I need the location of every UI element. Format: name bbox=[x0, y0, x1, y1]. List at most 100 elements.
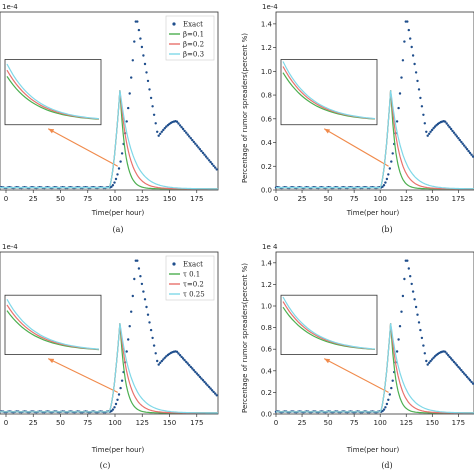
exact-point bbox=[422, 113, 425, 117]
legend-label: τ 0.25 bbox=[183, 291, 205, 299]
y-tick-label: 0.0 bbox=[261, 187, 272, 195]
exact-point bbox=[457, 365, 460, 369]
exact-point bbox=[145, 71, 148, 74]
exact-point bbox=[419, 96, 422, 100]
exact-point bbox=[401, 59, 405, 62]
fit-series-line bbox=[276, 90, 474, 190]
exact-point bbox=[468, 379, 472, 382]
exact-point bbox=[159, 132, 162, 135]
exact-point bbox=[460, 140, 463, 144]
exact-point bbox=[411, 290, 415, 293]
exact-point bbox=[413, 298, 416, 301]
exact-point bbox=[470, 380, 473, 384]
y-tick-label: 1.4 bbox=[261, 20, 273, 28]
exact-point bbox=[390, 386, 393, 390]
exact-point bbox=[465, 375, 469, 379]
legend-label: τ=0.2 bbox=[183, 281, 204, 289]
exact-point bbox=[455, 364, 459, 367]
exact-point bbox=[445, 352, 448, 355]
panel-b-ylabel: Percentage of rumor spreaders(percent %) bbox=[241, 33, 249, 183]
exact-point bbox=[449, 127, 453, 131]
exact-point bbox=[385, 402, 389, 406]
y-tick-label: 1.0 bbox=[261, 303, 272, 311]
exact-point bbox=[414, 71, 418, 74]
panel-d-caption: (d) bbox=[381, 461, 392, 470]
x-tick-label: 125 bbox=[136, 195, 149, 203]
exact-point bbox=[426, 363, 429, 366]
exact-point bbox=[215, 168, 218, 171]
exact-point bbox=[201, 379, 205, 382]
zoom-arrow-head bbox=[48, 128, 55, 134]
exact-point bbox=[151, 105, 154, 108]
x-tick-label: 75 bbox=[350, 419, 359, 427]
inset-series-line bbox=[6, 310, 100, 351]
exact-point bbox=[177, 122, 180, 125]
exact-point bbox=[448, 126, 451, 129]
panel-b-caption: (b) bbox=[381, 225, 392, 234]
exact-point bbox=[426, 134, 429, 137]
exact-point bbox=[203, 380, 206, 384]
exact-point bbox=[146, 79, 150, 83]
exact-point bbox=[212, 390, 215, 394]
exact-point bbox=[410, 282, 413, 286]
exact-point bbox=[149, 328, 153, 332]
x-tick-label: 150 bbox=[426, 195, 439, 203]
legend-label: τ 0.1 bbox=[183, 271, 200, 279]
exact-point bbox=[447, 354, 450, 357]
legend-label: β=0.2 bbox=[183, 41, 204, 49]
y-tick-label: 1.0 bbox=[261, 68, 272, 76]
exact-point bbox=[130, 76, 133, 79]
exact-point bbox=[444, 120, 447, 123]
exact-point bbox=[413, 62, 416, 66]
exact-point bbox=[423, 352, 426, 355]
axes-frame bbox=[275, 251, 474, 415]
x-tick-label: 25 bbox=[298, 195, 307, 203]
zoom-arrow bbox=[47, 358, 118, 393]
y-tick-label: 1.2 bbox=[261, 44, 272, 52]
exact-point bbox=[467, 149, 470, 153]
exact-point bbox=[180, 355, 183, 359]
exact-point bbox=[154, 352, 157, 355]
fit-series-line bbox=[0, 90, 218, 190]
exact-point bbox=[175, 350, 179, 353]
exact-point bbox=[194, 370, 197, 374]
y-tick-label: 0.2 bbox=[261, 389, 272, 397]
legend-label: β=0.3 bbox=[183, 51, 204, 59]
fit-series-line bbox=[0, 323, 218, 414]
axes-frame bbox=[0, 11, 219, 191]
exact-point bbox=[165, 125, 168, 128]
exact-point bbox=[189, 365, 192, 369]
exact-point bbox=[471, 155, 474, 158]
fit-series-line bbox=[276, 323, 474, 414]
zoom-arrow bbox=[323, 358, 389, 393]
exact-point bbox=[177, 352, 180, 355]
exact-point bbox=[464, 146, 467, 149]
exact-point bbox=[157, 134, 160, 137]
exact-point bbox=[470, 153, 473, 156]
exact-point bbox=[128, 325, 131, 328]
exact-point bbox=[120, 152, 124, 155]
exact-point bbox=[454, 362, 457, 365]
exact-point bbox=[451, 129, 454, 133]
zoom-arrow-head bbox=[48, 358, 55, 364]
exact-point bbox=[163, 127, 166, 130]
x-tick-label: 150 bbox=[426, 419, 439, 427]
y-tick-label: 0.2 bbox=[261, 163, 272, 171]
exact-point bbox=[200, 149, 203, 153]
exact-point bbox=[192, 140, 195, 144]
exact-point bbox=[428, 132, 431, 135]
exact-point bbox=[409, 275, 412, 278]
exact-point bbox=[457, 137, 460, 140]
fit-series-line bbox=[0, 90, 218, 190]
exact-point bbox=[419, 328, 422, 332]
y-tick-label: 0.8 bbox=[261, 324, 272, 332]
exact-point bbox=[206, 384, 209, 387]
exact-point bbox=[214, 392, 217, 395]
exact-point bbox=[398, 325, 402, 328]
x-tick-label: 25 bbox=[29, 195, 38, 203]
legend-label: Exact bbox=[183, 261, 203, 269]
exact-point bbox=[125, 120, 128, 123]
exact-point bbox=[131, 294, 134, 298]
x-tick-label: 175 bbox=[452, 419, 465, 427]
exact-point bbox=[183, 129, 186, 133]
